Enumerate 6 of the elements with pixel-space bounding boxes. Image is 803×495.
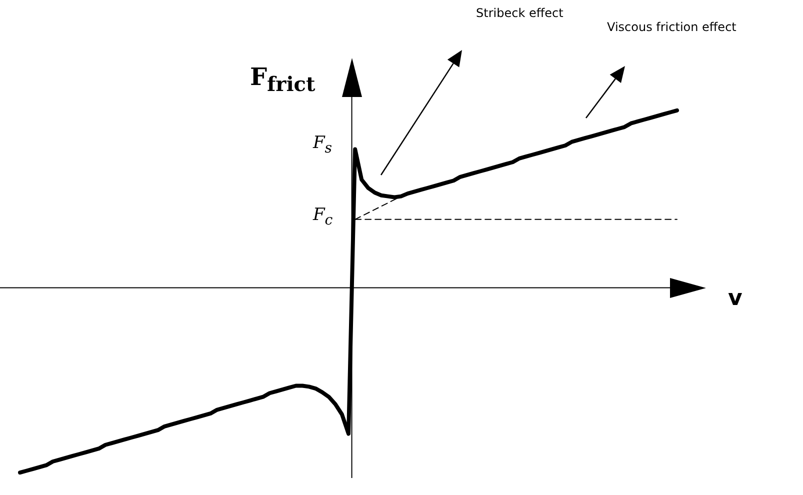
x-axis-title: v [728,286,742,311]
text: Stribeck effect [476,6,564,20]
annotation: F$_{c}$ [313,205,333,228]
annotation: F$_{s}$ [313,133,332,156]
y-axis-title: F$_{frict}$ [250,62,316,96]
text: Viscous friction effect [607,20,736,34]
